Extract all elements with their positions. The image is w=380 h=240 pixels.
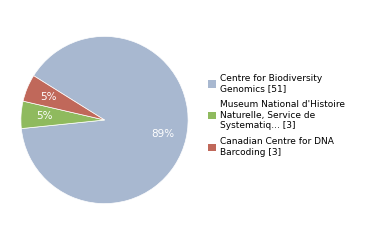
Wedge shape	[21, 101, 104, 129]
Text: 89%: 89%	[152, 129, 175, 138]
Wedge shape	[21, 36, 188, 204]
Wedge shape	[23, 76, 104, 120]
Text: 5%: 5%	[36, 111, 53, 121]
Legend: Centre for Biodiversity
Genomics [51], Museum National d'Histoire
Naturelle, Ser: Centre for Biodiversity Genomics [51], M…	[206, 72, 347, 159]
Text: 5%: 5%	[41, 92, 57, 102]
